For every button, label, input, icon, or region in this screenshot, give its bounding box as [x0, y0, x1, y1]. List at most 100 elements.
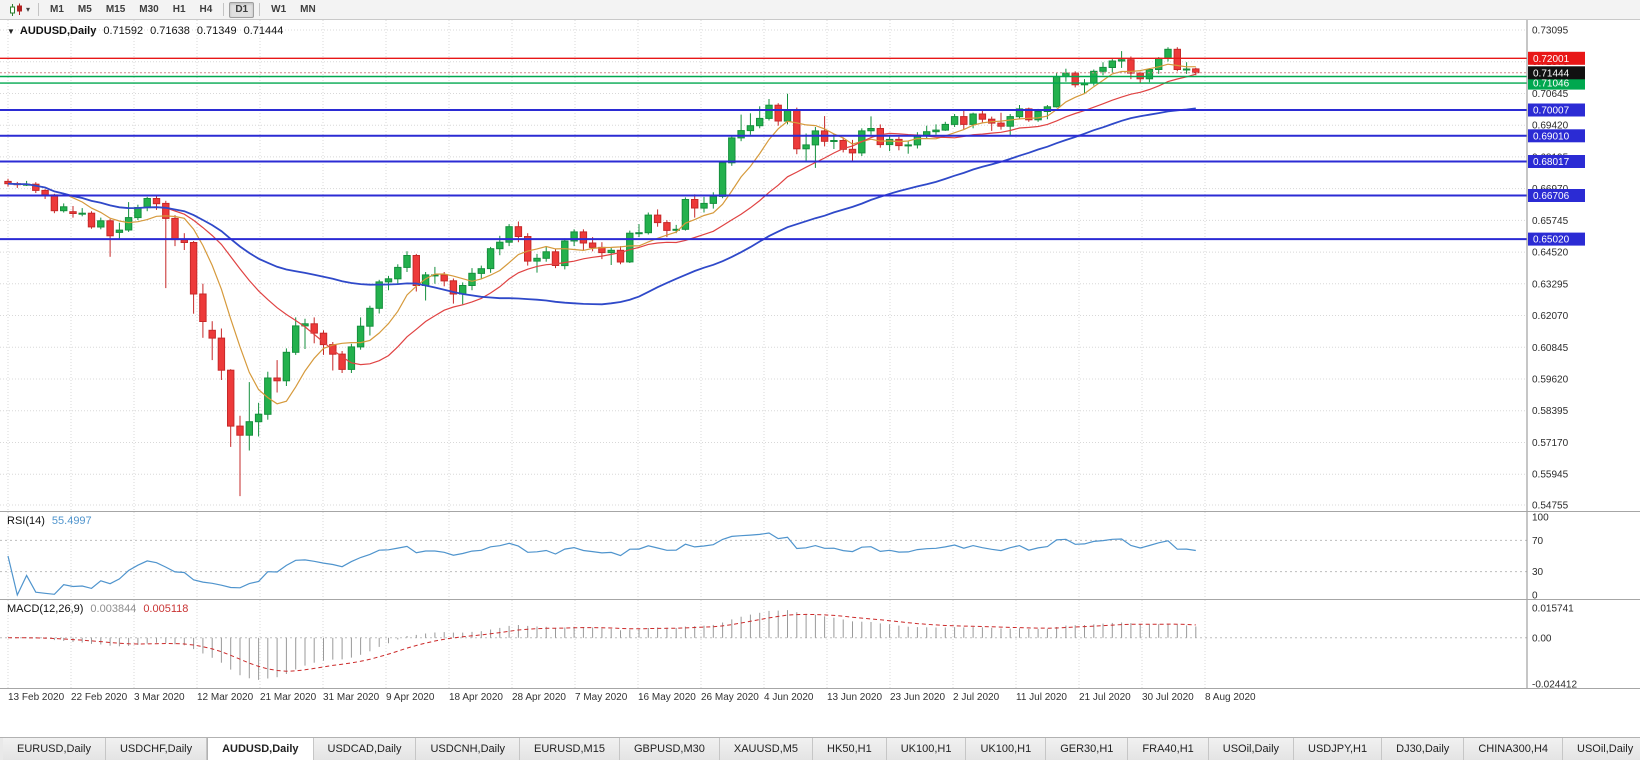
- tab-dj30-daily[interactable]: DJ30,Daily: [1382, 738, 1465, 760]
- panel-splitter[interactable]: [0, 599, 1640, 600]
- price-label-box: [1528, 103, 1585, 117]
- date-tick-label: 26 May 2020: [701, 692, 759, 703]
- svg-text:0.66706: 0.66706: [1533, 191, 1570, 202]
- price-label-box: [1528, 51, 1585, 65]
- svg-text:0.63295: 0.63295: [1532, 279, 1569, 290]
- timeframe-button-mn[interactable]: MN: [300, 3, 316, 15]
- main-chart-canvas[interactable]: 0.730950.718700.706450.694200.681950.669…: [0, 20, 1640, 511]
- svg-text:0.62070: 0.62070: [1532, 311, 1569, 322]
- tab-audusd-daily[interactable]: AUDUSD,Daily: [207, 738, 314, 760]
- svg-text:100: 100: [1532, 513, 1549, 524]
- timeframe-button-w1[interactable]: W1: [271, 3, 287, 15]
- ma-line-medium: [7, 73, 1196, 366]
- svg-text:-0.024412: -0.024412: [1532, 680, 1577, 689]
- date-tick-label: 22 Feb 2020: [71, 692, 128, 703]
- main-chart-panel: 0.730950.718700.706450.694200.681950.669…: [0, 20, 1640, 511]
- macd-label: MACD(12,26,9) 0.003844 0.005118: [7, 603, 188, 615]
- svg-text:0.64520: 0.64520: [1532, 248, 1569, 259]
- candlestick-chart-icon: [10, 3, 22, 16]
- timeframe-button-m30[interactable]: M30: [139, 3, 159, 15]
- svg-text:0.68017: 0.68017: [1533, 157, 1570, 168]
- macd-panel: 0.015741 0.00 -0.024412 MACD(12,26,9) 0.00…: [0, 600, 1640, 688]
- tab-usoil-daily[interactable]: USOil,Daily: [1208, 738, 1295, 760]
- grid: [0, 20, 1527, 511]
- date-tick-label: 7 May 2020: [575, 692, 628, 703]
- date-tick-label: 13 Feb 2020: [8, 692, 65, 703]
- open-value: 0.71592: [103, 25, 144, 37]
- tab-fra40-h1[interactable]: FRA40,H1: [1128, 738, 1209, 760]
- top-toolbar: ▾ M1 M5 M15 M30 H1 H4 D1 W1 MN: [0, 0, 1640, 20]
- timeframe-button-h1[interactable]: H1: [172, 3, 186, 15]
- tab-usdcad-daily[interactable]: USDCAD,Daily: [313, 738, 417, 760]
- panel-splitter[interactable]: [0, 688, 1640, 689]
- date-tick-label: 3 Mar 2020: [134, 692, 185, 703]
- timeframe-button-h4[interactable]: H4: [199, 3, 213, 15]
- svg-text:0.65745: 0.65745: [1532, 216, 1569, 227]
- grid: [0, 512, 1527, 599]
- tab-china300-h4[interactable]: CHINA300,H4: [1464, 738, 1564, 760]
- panel-splitter[interactable]: [0, 511, 1640, 512]
- price-label-box: [1528, 129, 1585, 143]
- timeframe-button-m1[interactable]: M1: [50, 3, 64, 15]
- date-tick-label: 18 Apr 2020: [449, 692, 503, 703]
- tab-usdchf-daily[interactable]: USDCHF,Daily: [105, 738, 208, 760]
- timeframe-button-m15[interactable]: M15: [105, 3, 126, 15]
- svg-text:70: 70: [1532, 536, 1544, 547]
- timeframe-button-m5[interactable]: M5: [77, 3, 92, 15]
- price-axis[interactable]: 0.730950.718700.706450.694200.681950.669…: [1526, 20, 1585, 512]
- date-tick-label: 31 Mar 2020: [323, 692, 380, 703]
- date-tick-label: 9 Apr 2020: [386, 692, 435, 703]
- tab-uk100-h1[interactable]: UK100,H1: [886, 738, 967, 760]
- svg-text:0.71444: 0.71444: [1533, 68, 1570, 79]
- ma-line-fast: [7, 63, 1196, 405]
- timeframe-button-d1[interactable]: D1: [229, 1, 255, 18]
- tab-usdcnh-daily[interactable]: USDCNH,Daily: [416, 738, 521, 760]
- macd-signal-value: 0.005118: [143, 603, 189, 615]
- tab-xauusd-m5[interactable]: XAUUSD,M5: [719, 738, 814, 760]
- date-tick-label: 28 Apr 2020: [512, 692, 566, 703]
- chart-tabs: EURUSD,Daily USDCHF,Daily AUDUSD,Daily USDC…: [0, 737, 1640, 760]
- price-label-box: [1528, 155, 1585, 168]
- svg-text:0.69420: 0.69420: [1532, 121, 1569, 132]
- tab-ger30-h1[interactable]: GER30,H1: [1046, 738, 1129, 760]
- price-label-box: [1528, 232, 1585, 246]
- tab-uk100-h1[interactable]: UK100,H1: [966, 738, 1047, 760]
- svg-text:0.65020: 0.65020: [1533, 235, 1570, 246]
- tab-hk50-h1[interactable]: HK50,H1: [813, 738, 887, 760]
- grid: [0, 600, 1527, 688]
- rsi-axis[interactable]: 100 70 30 0: [1526, 512, 1549, 599]
- toolbar-separator: [223, 3, 225, 16]
- rsi-canvas[interactable]: 100 70 30 0: [0, 512, 1640, 599]
- tab-usdjpy-h1[interactable]: USDJPY,H1: [1294, 738, 1383, 760]
- svg-text:0.015741: 0.015741: [1532, 604, 1574, 615]
- svg-text:0.69010: 0.69010: [1533, 131, 1570, 142]
- date-tick-label: 16 May 2020: [638, 692, 696, 703]
- date-tick-label: 21 Jul 2020: [1079, 692, 1131, 703]
- macd-canvas[interactable]: 0.015741 0.00 -0.024412: [0, 600, 1640, 688]
- tab-usoil-daily[interactable]: USOil,Daily: [1563, 738, 1640, 760]
- svg-text:0.59620: 0.59620: [1532, 375, 1569, 386]
- time-axis[interactable]: 13 Feb 2020 22 Feb 2020 3 Mar 2020 12 Mar 2…: [0, 689, 1640, 708]
- tab-eurusd-daily[interactable]: EURUSD,Daily: [3, 738, 106, 760]
- rsi-name: RSI(14): [7, 515, 45, 527]
- chart-type-button[interactable]: ▾: [4, 1, 34, 19]
- rsi-value: 55.4997: [51, 515, 92, 527]
- date-tick-label: 23 Jun 2020: [890, 692, 946, 703]
- timeframe-buttons: M1 M5 M15 M30 H1 H4 D1 W1 MN: [43, 1, 323, 18]
- svg-text:0.58395: 0.58395: [1532, 406, 1569, 417]
- rsi-line: [7, 532, 1196, 597]
- tab-gbpusd-m30[interactable]: GBPUSD,M30: [619, 738, 720, 760]
- macd-axis[interactable]: 0.015741 0.00 -0.024412: [1526, 600, 1577, 689]
- price-label-box: [1528, 76, 1585, 90]
- svg-text:0.60845: 0.60845: [1532, 343, 1569, 354]
- chart-title: ▼ AUDUSD,Daily 0.71592 0.71638 0.71349 0…: [7, 25, 283, 37]
- low-value: 0.71349: [196, 25, 237, 37]
- toolbar-separator: [259, 3, 261, 16]
- macd-main-value: 0.003844: [90, 603, 137, 615]
- ma-line-slow: [7, 107, 1196, 306]
- svg-text:0.70645: 0.70645: [1532, 89, 1569, 100]
- tab-eurusd-m15[interactable]: EURUSD,M15: [520, 738, 620, 760]
- svg-text:0.54755: 0.54755: [1532, 501, 1569, 512]
- date-tick-label: 21 Mar 2020: [260, 692, 317, 703]
